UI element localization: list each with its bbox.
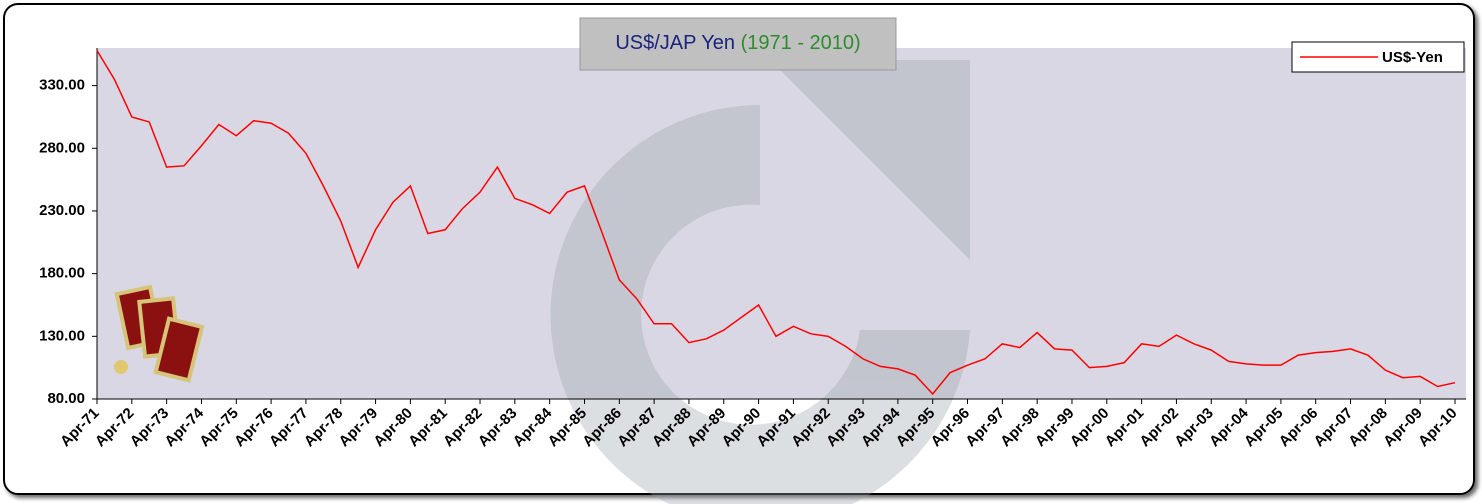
subtitle: (1971 - 2010) xyxy=(741,32,861,54)
y-tick-label: 330.00 xyxy=(39,77,85,94)
chart-title: US$/JAP Yen (1971 - 2010) xyxy=(615,32,860,54)
page: {"chart_data": {"type": "line", "title":… xyxy=(0,0,1482,504)
y-tick-label: 230.00 xyxy=(39,202,85,219)
legend-label: US$-Yen xyxy=(1382,49,1443,66)
plot-area xyxy=(97,48,1466,399)
y-tick-label: 130.00 xyxy=(39,327,85,344)
title: US$/JAP Yen xyxy=(615,32,735,54)
y-tick-label: 80.00 xyxy=(47,390,85,407)
y-tick-label: 280.00 xyxy=(39,139,85,156)
y-tick-label: 180.00 xyxy=(39,265,85,282)
chart: US$/JAP Yen (1971 - 2010) US$-Yen 80.00 1… xyxy=(0,0,1482,504)
